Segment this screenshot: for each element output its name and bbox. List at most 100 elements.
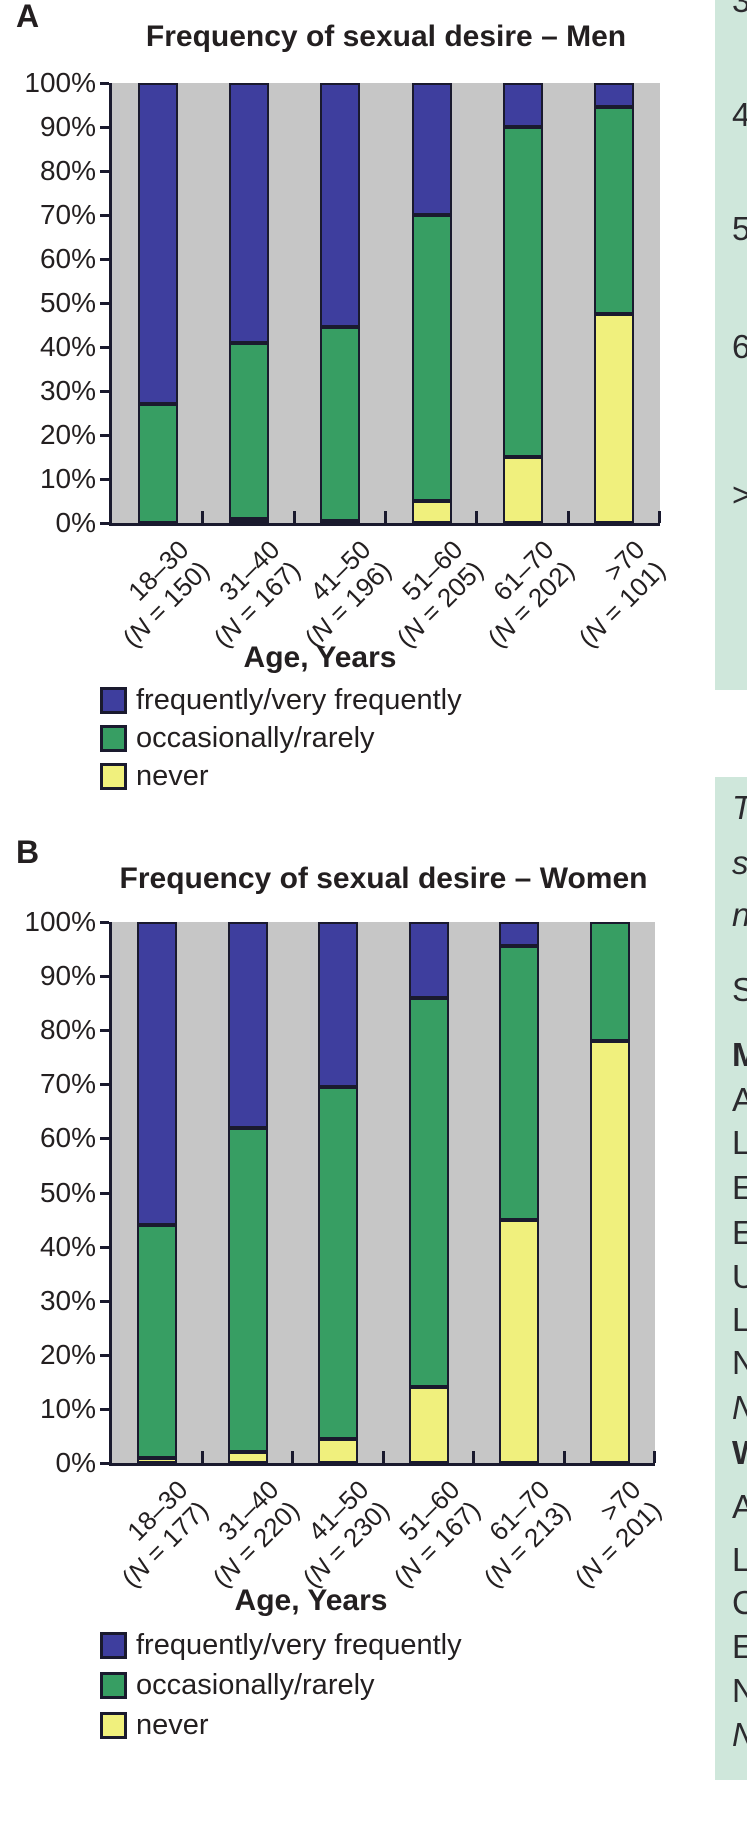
legend-swatch — [100, 1712, 127, 1739]
plot-area-women — [109, 922, 656, 1466]
y-tick-label: 30% — [39, 1284, 96, 1316]
y-tick-mark — [100, 921, 109, 924]
bar-segment — [503, 127, 543, 457]
bar-segment — [318, 1087, 359, 1439]
legend-item: occasionally/rarely — [100, 1669, 375, 1703]
y-tick-label: 70% — [39, 1068, 96, 1100]
cropped-text-fragment: E — [732, 1169, 747, 1206]
y-tick-label: 80% — [39, 155, 96, 186]
y-tick-label: 90% — [39, 111, 96, 142]
x-tick-mark — [291, 1451, 294, 1463]
x-tick-mark — [566, 511, 570, 523]
cropped-text-fragment: 5 — [732, 210, 747, 247]
cropped-text-fragment: C — [732, 1584, 747, 1621]
x-tick-mark — [292, 511, 296, 523]
x-tick-mark — [201, 511, 205, 523]
legend-swatch — [100, 1672, 127, 1699]
cropped-text-fragment: n — [732, 898, 747, 931]
legend-item: frequently/very frequently — [100, 1629, 462, 1663]
cropped-text-fragment: > — [732, 476, 747, 513]
y-tick-mark — [100, 1137, 109, 1141]
bar-segment — [499, 946, 540, 1220]
cropped-text-fragment: 3 — [732, 0, 747, 19]
bar-segment — [318, 922, 359, 1088]
y-tick-label: 10% — [39, 1392, 96, 1424]
legend-item: never — [100, 760, 209, 794]
y-tick-mark — [100, 1191, 109, 1195]
x-tick-mark — [384, 511, 387, 523]
y-tick-mark — [100, 258, 109, 261]
y-tick-label: 50% — [39, 1176, 96, 1208]
plot-area-men — [109, 83, 661, 526]
x-tick-mark — [472, 1451, 475, 1463]
cropped-text-fragment: M — [732, 1036, 747, 1073]
x-axis-title-men: Age, Years — [243, 641, 397, 674]
bar-segment — [137, 922, 178, 1225]
bar-segment — [227, 1127, 268, 1453]
bar-segment — [408, 997, 449, 1388]
x-tick-mark — [200, 1451, 204, 1463]
side-column-block-top: 3 4 5 6 > — [715, 0, 747, 690]
bar-segment — [320, 327, 361, 521]
bar-segment — [229, 518, 269, 523]
y-tick-mark — [100, 346, 109, 349]
y-tick-label: 40% — [39, 1230, 96, 1262]
y-tick-mark — [100, 1245, 109, 1249]
cropped-text-fragment: N — [732, 1672, 747, 1709]
y-tick-mark — [100, 1299, 109, 1303]
bar-segment — [227, 1452, 268, 1463]
bar-segment — [320, 83, 361, 328]
legend-item: occasionally/rarely — [100, 722, 375, 756]
cropped-text-fragment: N — [732, 1718, 747, 1751]
cropped-text-fragment: 4 — [732, 96, 747, 133]
y-tick-label: 100% — [24, 67, 96, 98]
bar-segment — [411, 83, 452, 215]
chart-title-men: Frequency of sexual desire – Men — [145, 20, 627, 53]
y-tick-mark — [100, 434, 109, 437]
y-tick-label: 30% — [39, 375, 96, 406]
cropped-text-fragment: E — [732, 1214, 747, 1251]
legend-label: occasionally/rarely — [136, 1669, 375, 1701]
y-tick-mark — [100, 1029, 109, 1033]
bar-segment — [229, 342, 269, 519]
legend-label: never — [136, 1709, 209, 1741]
bar-segment — [499, 922, 540, 947]
cropped-text-fragment: s — [732, 844, 747, 881]
bar-segment — [229, 83, 269, 343]
bar-segment — [594, 83, 635, 108]
x-axis-title-women: Age, Years — [234, 1584, 388, 1617]
y-tick-label: 40% — [39, 331, 96, 362]
bar-segment — [589, 1041, 630, 1463]
cropped-text-fragment: A — [732, 1081, 747, 1118]
panel-a-label: A — [16, 0, 40, 34]
panel-b-label: B — [16, 834, 40, 870]
y-tick-mark — [100, 126, 109, 129]
y-tick-mark — [100, 1353, 109, 1357]
chart-title-women: Frequency of sexual desire – Women — [119, 862, 648, 895]
legend-label: occasionally/rarely — [136, 722, 375, 754]
bar-segment — [503, 457, 543, 523]
y-tick-mark — [100, 214, 109, 217]
x-tick-mark — [658, 511, 661, 523]
cropped-text-fragment: U — [732, 1258, 747, 1295]
cropped-text-fragment: T — [732, 791, 747, 824]
bar-segment — [137, 1224, 178, 1458]
legend-item: frequently/very frequently — [100, 684, 462, 718]
bar-segment — [137, 404, 178, 523]
cropped-text-fragment: A — [732, 1488, 747, 1525]
y-tick-label: 10% — [39, 463, 96, 494]
bar-segment — [318, 1438, 359, 1463]
y-tick-mark — [100, 1407, 109, 1411]
y-tick-label: 20% — [39, 1338, 96, 1370]
bar-segment — [408, 1387, 449, 1463]
cropped-text-fragment: N — [732, 1391, 747, 1424]
bar-segment — [589, 922, 630, 1042]
bar-segment — [411, 501, 452, 523]
y-tick-label: 60% — [39, 1122, 96, 1154]
legend-swatch — [100, 725, 127, 752]
y-tick-label: 50% — [39, 287, 96, 318]
cropped-text-fragment: E — [732, 1628, 747, 1665]
legend-label: frequently/very frequently — [136, 1629, 462, 1661]
y-tick-mark — [100, 975, 109, 979]
